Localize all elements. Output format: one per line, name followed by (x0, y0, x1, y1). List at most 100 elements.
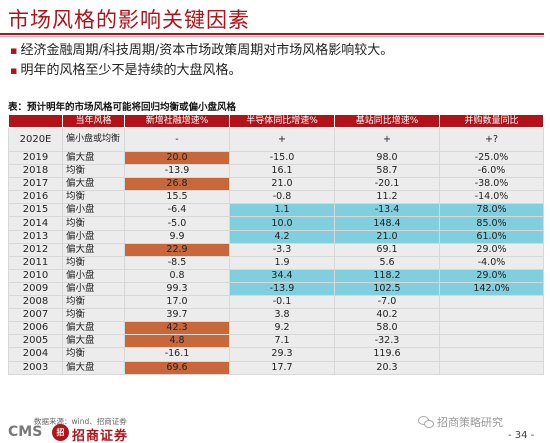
cell-year: 2004 (8, 347, 63, 362)
cell-base-station: 69.1 (334, 242, 440, 257)
cell-social-finance: 9.9 (124, 229, 230, 244)
cell-semiconductor: 1.1 (229, 203, 335, 218)
cell-mna: -6.0% (439, 164, 544, 179)
cell-social-finance: 17.0 (124, 295, 230, 310)
cell-base-station: 119.6 (334, 347, 440, 362)
bullet-marker-icon: ▪ (10, 64, 18, 77)
cell-base-station: 20.3 (334, 360, 440, 375)
cms-logo: CMS (8, 424, 43, 440)
cell-social-finance: -5.0 (124, 216, 230, 231)
bullet-item: ▪ 经济金融周期/科技周期/资本市场政策周期对市场风格影响较大。 (10, 41, 393, 61)
table-row: 2012 偏大盘 22.9 -3.3 69.1 29.0% (8, 242, 544, 257)
cell-style: 偏小盘 (62, 203, 125, 218)
cell-base-station: 102.5 (334, 281, 440, 297)
cell-style: 偏大盘 (62, 177, 125, 192)
bullet-list: ▪ 经济金融周期/科技周期/资本市场政策周期对市场风格影响较大。 ▪ 明年的风格… (10, 41, 393, 81)
header-mna: 并购数量同比 (439, 114, 544, 128)
bullet-marker-icon: ▪ (10, 44, 18, 57)
cell-social-finance: 99.3 (124, 281, 230, 297)
wechat-label: 招商策略研究 (437, 416, 503, 429)
header-year (8, 114, 63, 128)
cell-semiconductor: -0.1 (229, 295, 335, 310)
cell-year: 2009 (8, 281, 63, 297)
cell-base-station: 58.0 (334, 321, 440, 336)
cell-base-station: 5.6 (334, 255, 440, 270)
cell-base-station: -32.3 (334, 334, 440, 349)
cell-social-finance: 42.3 (124, 321, 230, 336)
cell-base-station: -13.4 (334, 203, 440, 218)
cell-mna: 61.0% (439, 229, 544, 244)
cell-base-station: -7.0 (334, 295, 440, 310)
cell-semiconductor: 10.0 (229, 216, 335, 231)
header-semiconductor: 半导体同比增速% (229, 114, 335, 128)
wechat-icon (418, 415, 434, 429)
cell-social-finance: - (124, 127, 230, 152)
cell-semiconductor: -3.3 (229, 242, 335, 257)
cell-semiconductor: 21.0 (229, 177, 335, 192)
cell-year: 2016 (8, 190, 63, 205)
bullet-item: ▪ 明年的风格至少不是持续的大盘风格。 (10, 61, 393, 81)
cell-mna (439, 347, 544, 362)
cell-social-finance: -6.4 (124, 203, 230, 218)
cell-year: 2011 (8, 255, 63, 270)
table-caption: 表：预计明年的市场风格可能将回归均衡或偏小盘风格 (8, 102, 237, 113)
cell-semiconductor: 29.3 (229, 347, 335, 362)
cell-mna: -25.0% (439, 150, 544, 166)
cell-semiconductor: 1.9 (229, 255, 335, 270)
cell-year: 2007 (8, 308, 63, 323)
cell-semiconductor: 4.2 (229, 229, 335, 244)
table-row: 2005 偏大盘 4.8 7.1 -32.3 (8, 334, 544, 349)
cell-style: 偏小盘 (62, 268, 125, 283)
table-row: 2016 均衡 15.5 -0.8 11.2 -14.0% (8, 190, 544, 205)
table-row: 2010 偏小盘 0.8 34.4 118.2 29.0% (8, 268, 544, 283)
title-divider (0, 33, 544, 35)
cell-year: 2014 (8, 216, 63, 231)
cell-mna: -38.0% (439, 177, 544, 192)
title-divider-light (0, 36, 544, 37)
cell-style: 均衡 (62, 190, 125, 205)
table-row: 2015 偏小盘 -6.4 1.1 -13.4 78.0% (8, 203, 544, 218)
cell-style: 偏大盘 (62, 360, 125, 375)
cell-social-finance: -8.5 (124, 255, 230, 270)
wechat-badge: 招商策略研究 (418, 414, 503, 430)
source-note: 数据来源：wind、招商证券 (34, 417, 127, 426)
cell-semiconductor: 9.2 (229, 321, 335, 336)
cell-social-finance: 0.8 (124, 268, 230, 283)
cell-year: 2020E (8, 127, 63, 152)
cell-style: 均衡 (62, 255, 125, 270)
cell-style: 偏大盘 (62, 150, 125, 166)
cell-base-station: 58.7 (334, 164, 440, 179)
cell-style: 偏大盘 (62, 242, 125, 257)
cell-style: 偏小盘 (62, 229, 125, 244)
table-row: 2009 偏小盘 99.3 -13.9 102.5 142.0% (8, 281, 544, 297)
table-row: 2003 偏大盘 69.6 17.7 20.3 (8, 360, 544, 375)
cell-base-station: + (334, 127, 440, 152)
cell-base-station: 148.4 (334, 216, 440, 231)
cell-semiconductor: -0.8 (229, 190, 335, 205)
cell-social-finance: 26.8 (124, 177, 230, 192)
cell-style: 偏大盘 (62, 334, 125, 349)
cell-social-finance: 39.7 (124, 308, 230, 323)
header-base-station: 基站同比增速% (334, 114, 440, 128)
cell-mna (439, 360, 544, 375)
cell-mna: 78.0% (439, 203, 544, 218)
table-row: 2007 均衡 39.7 3.8 40.2 (8, 308, 544, 323)
cell-semiconductor: 7.1 (229, 334, 335, 349)
cell-social-finance: -16.1 (124, 347, 230, 362)
cell-social-finance: 20.0 (124, 150, 230, 166)
cell-year: 2012 (8, 242, 63, 257)
table-row: 2020E 偏小盘或均衡 - + + +? (8, 127, 544, 152)
cell-mna (439, 334, 544, 349)
cell-base-station: 11.2 (334, 190, 440, 205)
cell-mna (439, 321, 544, 336)
table-row: 2008 均衡 17.0 -0.1 -7.0 (8, 295, 544, 310)
cell-mna (439, 308, 544, 323)
table-row: 2019 偏大盘 20.0 -15.0 98.0 -25.0% (8, 150, 544, 166)
cell-year: 2015 (8, 203, 63, 218)
market-style-table: 当年风格 新增社融增速% 半导体同比增速% 基站同比增速% 并购数量同比 202… (8, 114, 544, 375)
table-row: 2004 均衡 -16.1 29.3 119.6 (8, 347, 544, 362)
cell-base-station: -20.1 (334, 177, 440, 192)
table-row: 2017 偏大盘 26.8 21.0 -20.1 -38.0% (8, 177, 544, 192)
cell-social-finance: -13.9 (124, 164, 230, 179)
cell-base-station: 21.0 (334, 229, 440, 244)
